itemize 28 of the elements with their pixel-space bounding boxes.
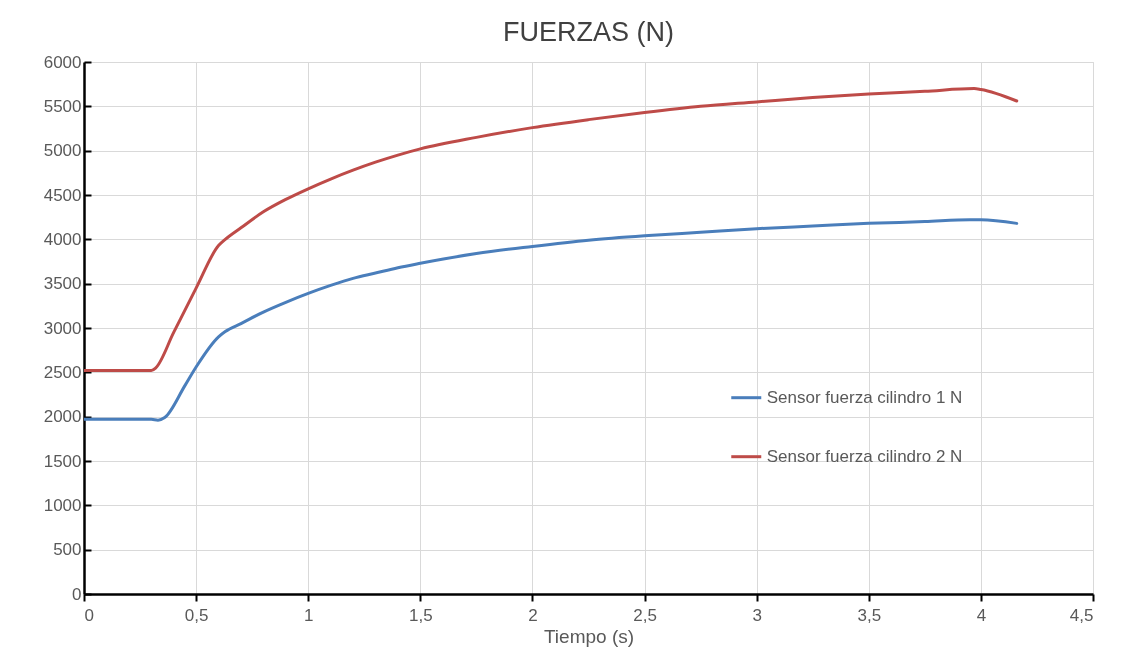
line-series [84, 218, 1019, 422]
chart-title: FUERZAS (N) [503, 17, 674, 47]
legend-label: Sensor fuerza cilindro 2 N [766, 446, 963, 466]
legend-label: Sensor fuerza cilindro 1 N [766, 387, 963, 407]
x-tick-label: 4,5 [1069, 605, 1094, 625]
y-tick-label: 1500 [43, 451, 82, 471]
x-tick-label: 2 [528, 605, 538, 625]
y-tick-label: 2500 [43, 362, 82, 382]
x-tick-label: 2,5 [633, 605, 657, 625]
line-series [84, 87, 1019, 373]
y-tick-label: 4500 [43, 185, 82, 205]
y-tick-label: 2000 [43, 407, 82, 427]
x-tick-label: 1,5 [409, 605, 433, 625]
x-axis-title: Tiempo (s) [543, 625, 635, 647]
y-tick-label: 6000 [43, 52, 82, 72]
x-tick-label: 4 [976, 605, 987, 625]
y-tick-label: 1000 [43, 495, 82, 515]
y-tick-label: 3500 [43, 274, 82, 294]
y-tick-label: 4000 [43, 229, 82, 249]
x-tick-label: 3,5 [857, 605, 882, 625]
y-tick-label: 0 [72, 584, 82, 604]
y-tick-label: 5000 [43, 141, 82, 161]
y-tick-label: 5500 [43, 96, 82, 116]
x-tick-label: 3 [752, 605, 762, 625]
x-tick-label: 0,5 [184, 605, 209, 625]
x-tick-label: 1 [303, 605, 314, 625]
y-tick-label: 500 [53, 540, 82, 560]
y-tick-label: 3000 [43, 318, 82, 338]
